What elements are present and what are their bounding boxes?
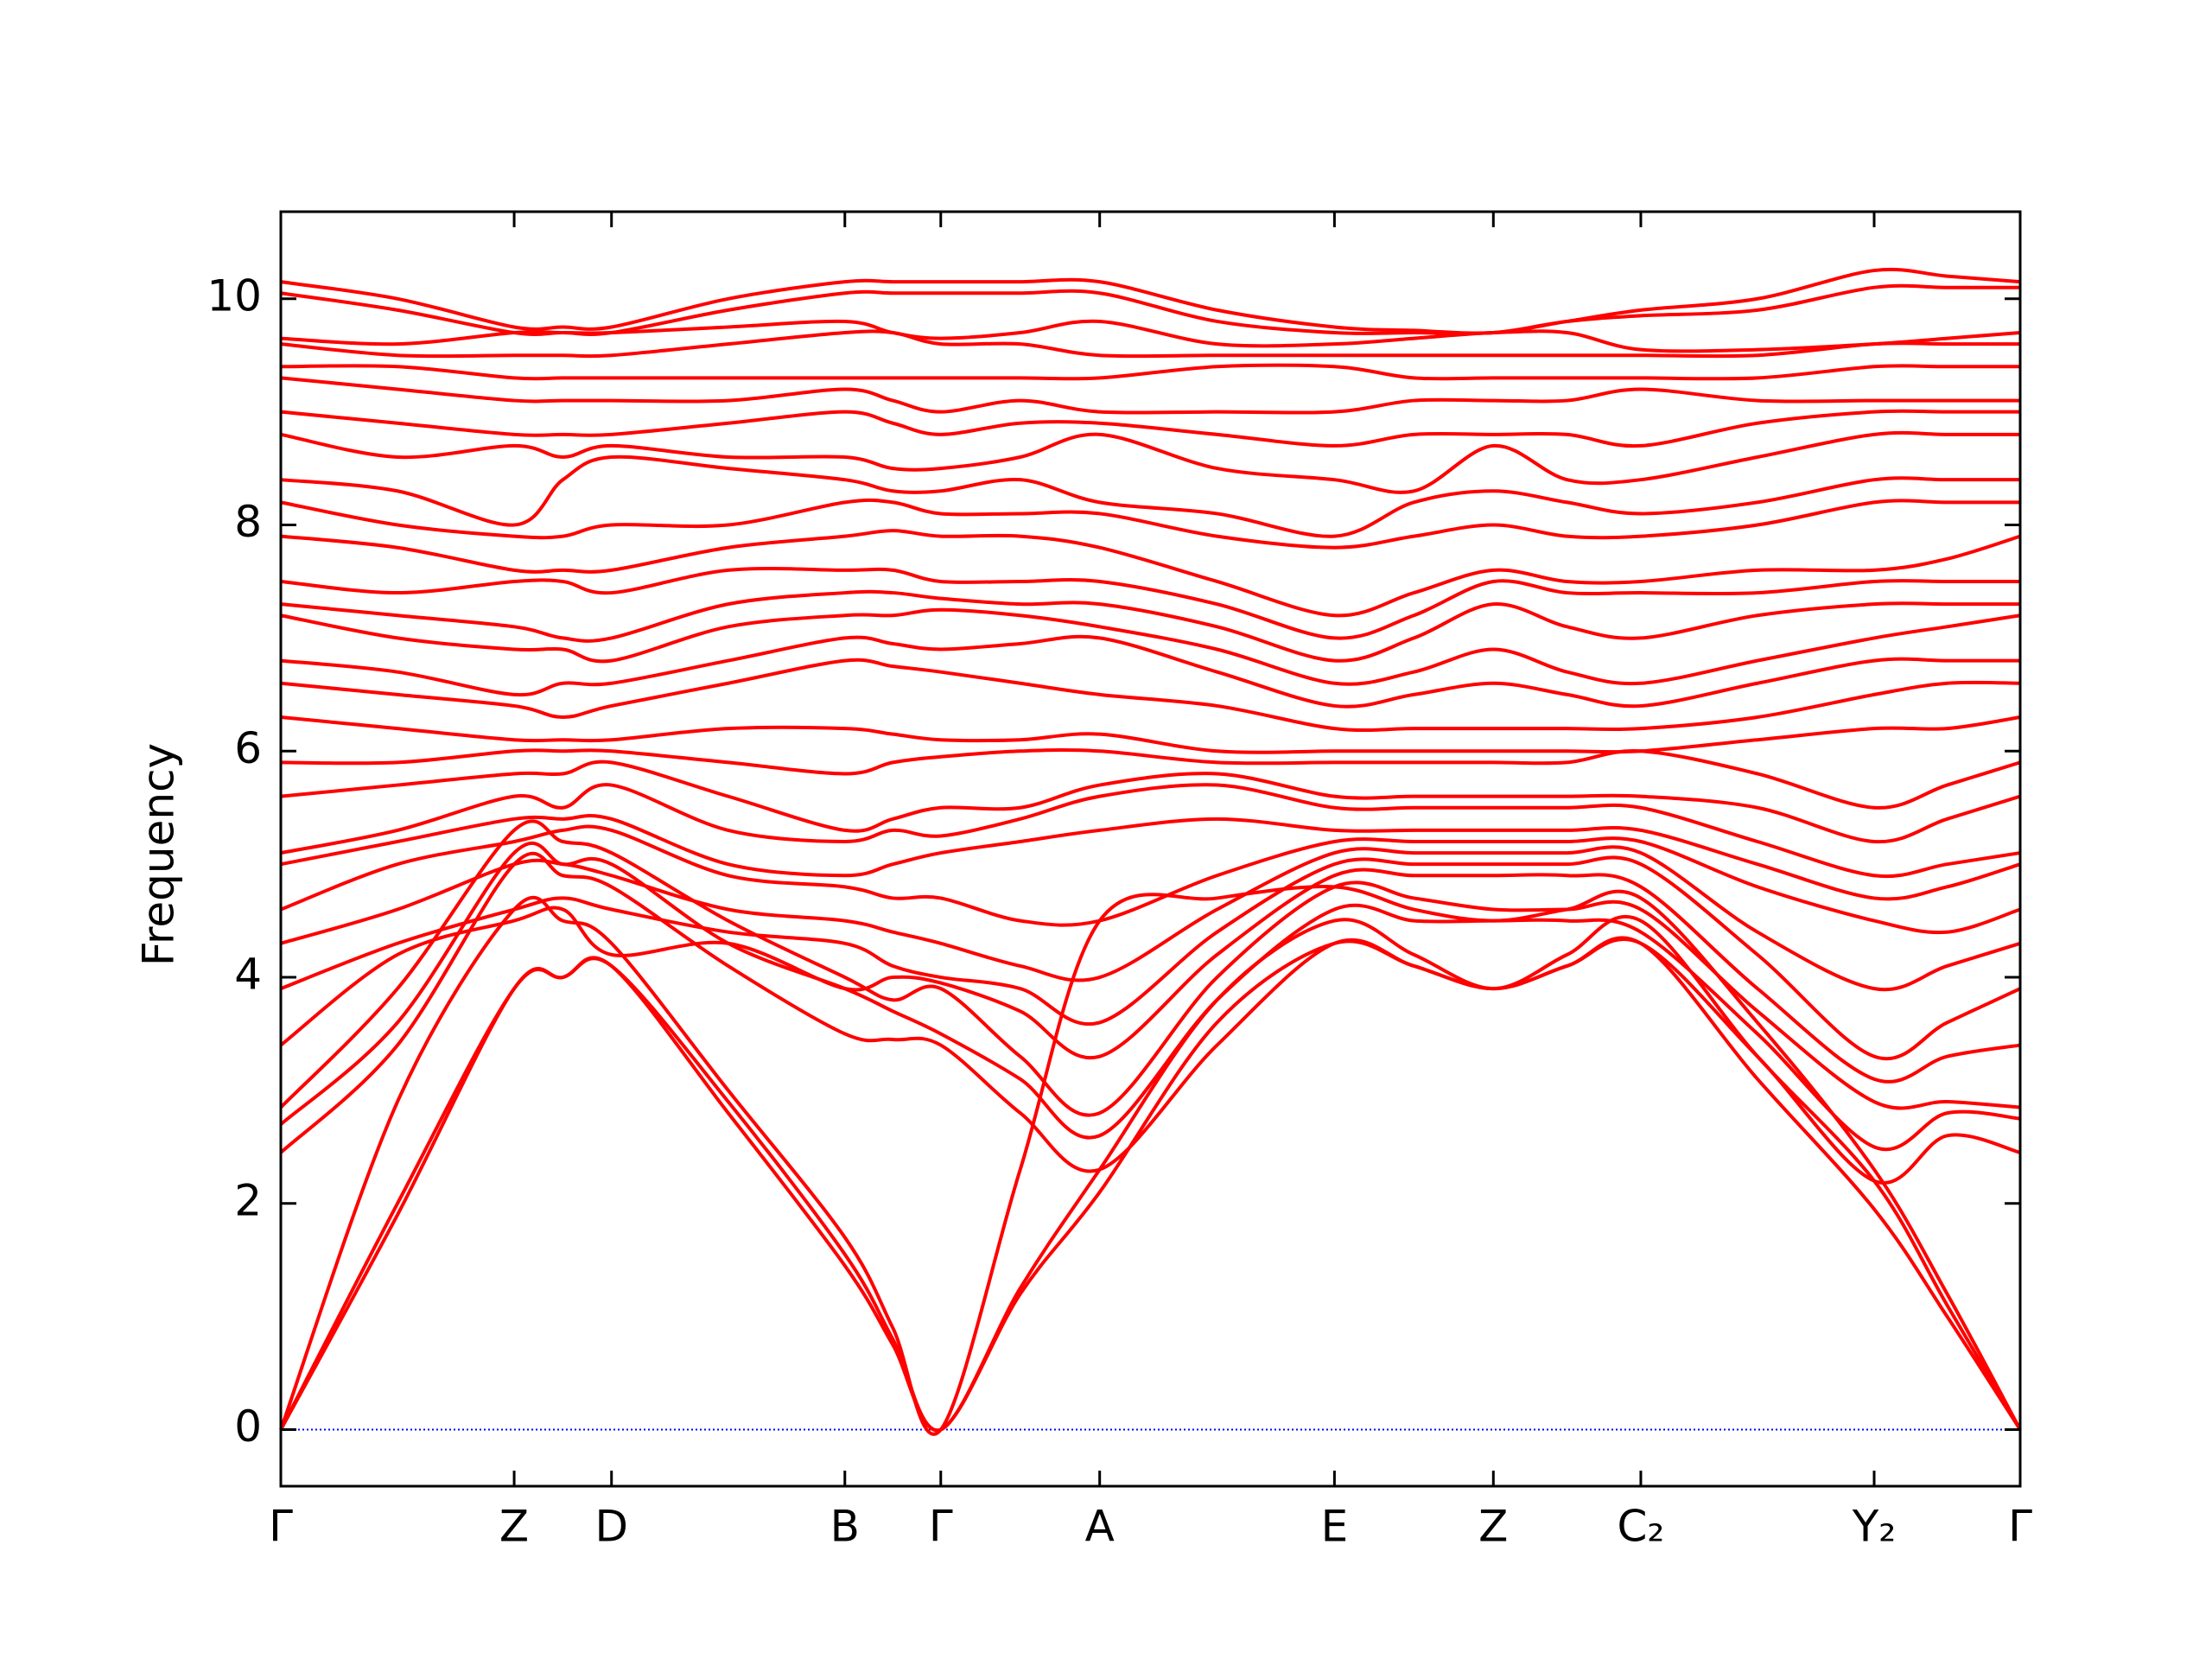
y-tick-label: 2 <box>234 1175 262 1225</box>
band-line <box>280 529 2021 618</box>
band-line <box>279 914 2022 1433</box>
x-tick-label: Y₂ <box>1852 1502 1897 1552</box>
x-tick-label: Γ <box>269 1502 293 1552</box>
band-line <box>280 409 2020 448</box>
band-line <box>280 845 2021 992</box>
x-tick-label: B <box>830 1502 860 1552</box>
band-line <box>280 824 2021 935</box>
band-line <box>280 783 2021 879</box>
y-axis-label: Frequency <box>134 743 184 966</box>
x-tick-label: C₂ <box>1617 1502 1664 1552</box>
band-line <box>280 363 2020 381</box>
band-line <box>280 715 2021 754</box>
x-tick-label: Z <box>1478 1502 1508 1552</box>
x-tick-label: Z <box>499 1502 529 1552</box>
band-line <box>280 283 2020 336</box>
band-line <box>279 885 2022 1436</box>
x-tick-label: Γ <box>929 1502 953 1552</box>
band-line <box>280 498 2020 550</box>
band-line <box>280 376 2020 415</box>
band-line <box>280 454 2020 538</box>
band-line <box>280 566 2020 640</box>
x-tick-label: Γ <box>2008 1502 2032 1552</box>
x-tick-label: A <box>1085 1502 1115 1552</box>
band-line <box>280 748 2021 810</box>
band-line <box>280 589 2020 663</box>
y-tick-label: 6 <box>234 723 262 773</box>
band-line <box>279 868 2021 1084</box>
band-line <box>280 319 2021 353</box>
band-line <box>280 607 2021 686</box>
band-line <box>280 329 2020 359</box>
plot-frame <box>279 210 2022 1488</box>
band-line <box>280 760 2021 844</box>
y-tick-label: 8 <box>234 497 262 547</box>
x-tick-label: E <box>1321 1502 1349 1552</box>
band-line <box>280 267 2021 335</box>
y-tick-label: 10 <box>207 270 262 321</box>
band-line <box>280 813 2021 901</box>
band-line <box>280 658 2021 733</box>
band-line <box>279 851 2021 1185</box>
x-tick-label: D <box>594 1502 628 1552</box>
y-tick-label: 0 <box>234 1402 262 1452</box>
band-line <box>280 855 2021 1061</box>
band-line <box>280 634 2020 709</box>
y-tick-label: 4 <box>234 950 262 1000</box>
band-line <box>280 430 2020 494</box>
band-line <box>279 819 2021 1117</box>
